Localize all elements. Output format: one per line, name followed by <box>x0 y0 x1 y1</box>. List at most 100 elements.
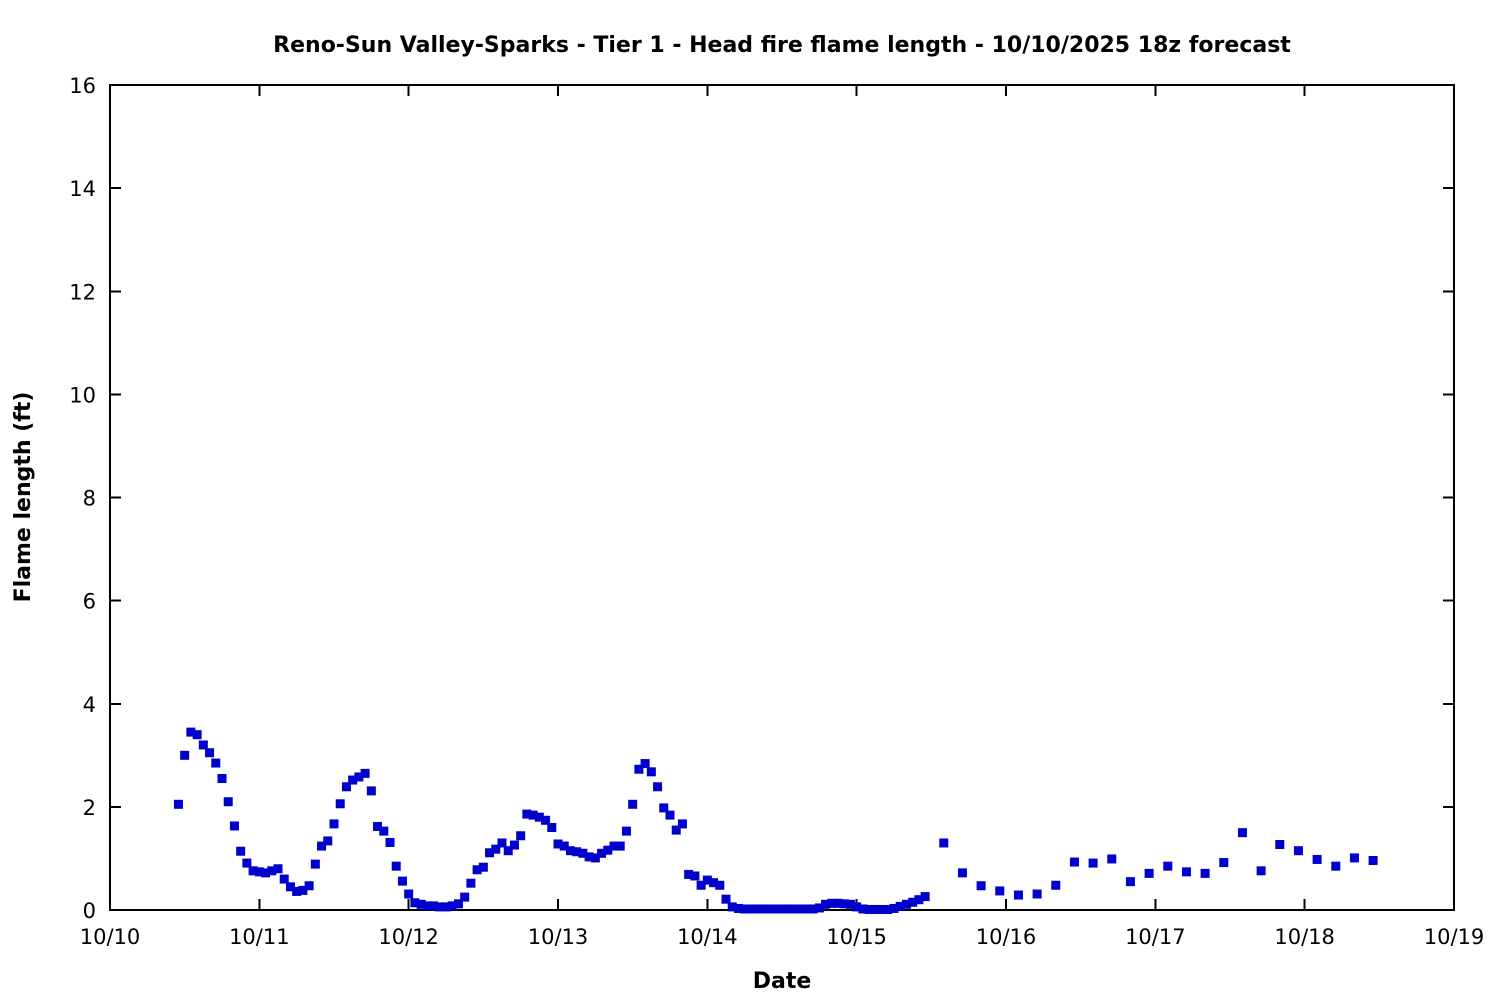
data-point-marker <box>877 904 887 914</box>
data-point-marker <box>858 904 868 914</box>
y-tick-label: 4 <box>83 693 96 717</box>
data-point-marker <box>752 904 762 914</box>
y-tick-labels: 0 2 4 6 8 10 12 14 16 <box>69 74 96 923</box>
data-point-marker <box>472 865 482 875</box>
data-point-marker <box>733 903 743 913</box>
data-point-marker <box>821 899 831 909</box>
data-point-marker <box>883 904 893 914</box>
data-point-marker <box>702 875 712 885</box>
data-point-marker <box>864 904 874 914</box>
data-point-marker <box>397 876 407 886</box>
data-point-marker <box>497 838 507 848</box>
data-point-marker <box>1237 828 1247 838</box>
data-point-marker <box>379 826 389 836</box>
data-point-marker <box>205 748 215 758</box>
data-point-marker <box>248 866 258 876</box>
chart-title: Reno-Sun Valley-Sparks - Tier 1 - Head f… <box>273 33 1291 58</box>
data-point-marker <box>435 902 445 912</box>
plot-border <box>109 84 1455 911</box>
data-point-marker <box>1331 861 1341 871</box>
data-point-marker <box>677 819 687 829</box>
data-point-marker <box>814 903 824 913</box>
data-point-series <box>173 727 1378 914</box>
data-point-marker <box>827 898 837 908</box>
data-point-marker <box>758 904 768 914</box>
data-point-marker <box>901 899 911 909</box>
data-point-marker <box>709 878 719 888</box>
data-point-marker <box>976 881 986 891</box>
data-point-marker <box>957 868 967 878</box>
data-point-marker <box>777 904 787 914</box>
data-point-marker <box>173 799 183 809</box>
data-point-marker <box>391 861 401 871</box>
y-tick-label: 0 <box>83 899 96 923</box>
data-point-marker <box>516 831 526 841</box>
x-tick-label: 10/14 <box>677 925 738 949</box>
x-tick-label: 10/13 <box>528 925 589 949</box>
data-point-marker <box>870 904 880 914</box>
data-point-marker <box>696 880 706 890</box>
data-point-marker <box>180 750 190 760</box>
data-point-marker <box>740 904 750 914</box>
data-point-marker <box>285 882 295 892</box>
data-point-marker <box>1125 877 1135 887</box>
data-point-marker <box>789 904 799 914</box>
data-point-marker <box>1200 868 1210 878</box>
data-point-marker <box>267 866 277 876</box>
data-point-marker <box>597 848 607 858</box>
data-point-marker <box>584 852 594 862</box>
data-point-marker <box>995 886 1005 896</box>
data-point-marker <box>1069 857 1079 867</box>
data-point-marker <box>845 899 855 909</box>
data-point-marker <box>547 823 557 832</box>
data-point-marker <box>528 810 538 820</box>
data-point-marker <box>348 775 358 785</box>
data-point-marker <box>653 782 663 792</box>
data-point-marker <box>609 841 619 851</box>
data-point-marker <box>261 868 271 878</box>
data-point-marker <box>634 764 644 774</box>
data-point-marker <box>796 904 806 914</box>
data-point-marker <box>621 826 631 836</box>
data-point-marker <box>808 904 818 914</box>
y-tick-label: 2 <box>83 796 96 820</box>
data-point-marker <box>802 904 812 914</box>
y-tick-label: 8 <box>83 487 96 511</box>
data-point-marker <box>373 821 383 831</box>
data-point-marker <box>715 880 725 890</box>
data-point-marker <box>366 786 376 796</box>
y-tick-label: 14 <box>69 177 96 201</box>
x-tick-label: 10/15 <box>826 925 887 949</box>
data-point-marker <box>603 845 613 855</box>
data-point-marker <box>895 901 905 911</box>
data-point-marker <box>522 809 532 819</box>
data-point-marker <box>416 899 426 909</box>
data-point-marker <box>1163 861 1173 871</box>
data-point-marker <box>1368 856 1378 865</box>
data-point-marker <box>1219 858 1229 868</box>
data-point-marker <box>254 867 264 877</box>
data-point-marker <box>335 799 345 809</box>
data-point-marker <box>385 837 395 847</box>
data-point-marker <box>671 825 681 835</box>
axis-ticks <box>109 84 1455 911</box>
data-point-marker <box>186 727 196 737</box>
data-point-marker <box>491 844 501 854</box>
data-point-marker <box>852 902 862 912</box>
x-axis-label: Date <box>753 969 812 994</box>
data-point-marker <box>1256 866 1266 876</box>
data-point-marker <box>198 740 208 750</box>
data-point-marker <box>509 840 519 850</box>
data-point-marker <box>453 899 463 909</box>
data-point-marker <box>304 881 314 891</box>
data-point-marker <box>559 841 569 851</box>
data-point-marker <box>1312 854 1322 864</box>
data-point-marker <box>422 901 432 911</box>
data-point-marker <box>920 892 930 902</box>
data-point-marker <box>1275 840 1285 850</box>
data-point-marker <box>223 797 233 807</box>
data-point-marker <box>217 774 227 784</box>
data-point-marker <box>354 772 364 782</box>
data-point-marker <box>1032 889 1042 899</box>
